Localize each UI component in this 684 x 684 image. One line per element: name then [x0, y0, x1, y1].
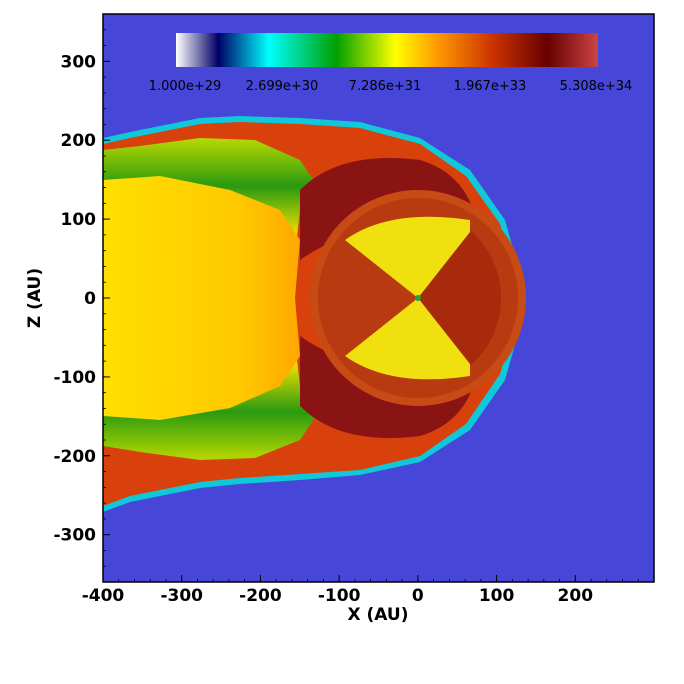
wind-cone-lower — [345, 298, 470, 380]
x-axis-label: X (AU) — [347, 605, 408, 625]
star-center — [415, 295, 421, 301]
colorbar-label: 2.699e+30 — [246, 79, 319, 94]
y-tick-label: 0 — [84, 289, 96, 309]
y-tick-label: 200 — [61, 131, 97, 151]
colorbar — [176, 33, 598, 67]
x-tick-label: -200 — [239, 586, 282, 606]
upwind-wedge — [418, 230, 502, 366]
y-tick-label: 300 — [61, 52, 97, 72]
x-tick-label: 0 — [412, 586, 424, 606]
y-tick-label: -100 — [53, 368, 96, 388]
x-axis: -400 -300 -200 -100 0 100 200 — [82, 575, 655, 606]
colorbar-label: 5.308e+34 — [560, 79, 633, 94]
y-axis-label: Z (AU) — [25, 268, 45, 328]
x-tick-label: -100 — [318, 586, 361, 606]
x-tick-label: -400 — [82, 586, 125, 606]
wind-cone-upper — [345, 216, 470, 298]
y-tick-label: -300 — [53, 526, 96, 546]
y-tick-label: -200 — [53, 447, 96, 467]
density-field — [103, 116, 526, 512]
y-axis: 300 200 100 0 -100 -200 -300 — [53, 29, 110, 567]
colorbar-label: 1.000e+29 — [149, 79, 222, 94]
y-tick-label: 100 — [61, 210, 97, 230]
colorbar-label: 1.967e+33 — [454, 79, 527, 94]
colorbar-label: 7.286e+31 — [349, 79, 422, 94]
x-tick-label: 100 — [479, 586, 515, 606]
tail-core — [103, 176, 300, 420]
x-tick-label: -300 — [160, 586, 203, 606]
x-tick-label: 200 — [558, 586, 594, 606]
